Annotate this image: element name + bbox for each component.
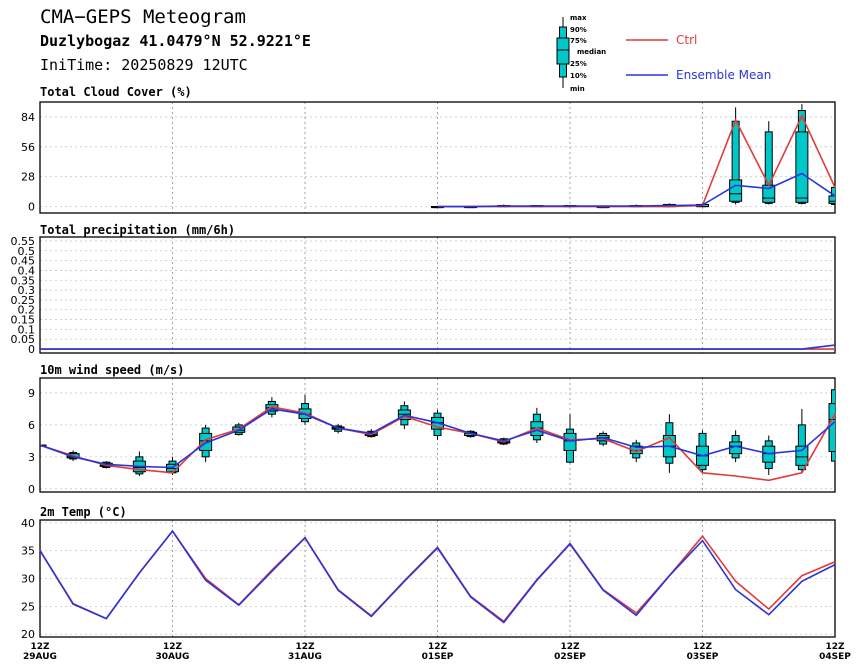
y-tick-label: 0.05 [11, 333, 36, 346]
legend-box-label: min [570, 85, 585, 93]
panel-title: Total Cloud Cover (%) [40, 85, 192, 99]
legend-mean-label: Ensemble Mean [676, 68, 771, 82]
x-tick-label-date: 02SEP [554, 652, 586, 662]
y-tick-label: 56 [21, 141, 35, 154]
legend-ctrl-label: Ctrl [676, 33, 697, 47]
legend-box-label: median [577, 48, 606, 56]
ensemble-mean-series-line [39, 529, 836, 624]
legend-box-label: 10% [570, 72, 587, 80]
y-tick-label: 0.3 [18, 284, 36, 297]
x-tick-label-date: 01SEP [422, 652, 454, 662]
x-tick-label-date: 04SEP [819, 652, 851, 662]
y-tick-label: 0.35 [11, 274, 36, 287]
box-inner [729, 179, 743, 202]
y-tick-label: 28 [21, 171, 35, 184]
box-inner [828, 403, 835, 453]
box-inner [563, 432, 577, 451]
y-tick-label: 40 [21, 517, 35, 530]
x-tick-label-time: 12Z [428, 642, 448, 652]
y-tick-label: 9 [28, 387, 35, 400]
ctrl-series-line [39, 405, 836, 482]
panel-title: 10m wind speed (m/s) [40, 363, 185, 377]
panel-title: Total precipitation (mm/6h) [40, 223, 235, 237]
legend-box-inner [556, 37, 570, 65]
y-tick-label: 0.2 [18, 304, 36, 317]
x-tick-label-date: 31AUG [288, 652, 322, 662]
y-tick-label: 0 [28, 201, 35, 214]
box-inner [795, 131, 809, 203]
y-tick-label: 0.4 [18, 264, 36, 277]
x-tick-label-date: 30AUG [156, 652, 190, 662]
panel-title: 2m Temp (°C) [40, 505, 127, 519]
x-tick-label-time: 12Z [163, 642, 183, 652]
x-tick-label-time: 12Z [295, 642, 315, 652]
ctrl-series-line [437, 114, 836, 208]
chart-title: CMA−GEPS Meteogram [40, 6, 246, 28]
y-tick-label: 30 [21, 573, 35, 586]
y-tick-label: 84 [21, 111, 35, 124]
y-tick-label: 6 [28, 419, 35, 432]
y-tick-label: 0 [28, 483, 35, 496]
legend-box-label: 75% [570, 37, 587, 45]
y-tick-label: 0 [28, 343, 35, 356]
x-tick-label-time: 12Z [693, 642, 713, 652]
panel-frame [39, 519, 836, 638]
x-tick-label-date: 03SEP [687, 652, 719, 662]
x-tick-label-time: 12Z [30, 642, 50, 652]
y-tick-label: 0.55 [11, 235, 36, 248]
ensemble-mean-series-line [40, 344, 836, 350]
panel-frame [39, 236, 836, 354]
panel-frame [39, 101, 836, 214]
x-tick-label-date: 29AUG [23, 652, 57, 662]
panel-3: 20 25 30 35 40 2m Temp (°C) [21, 505, 836, 641]
location-label: Duzlybogaz 41.0479°N 52.9221°E [40, 32, 311, 50]
y-tick-label: 0.5 [18, 245, 36, 258]
y-tick-label: 35 [21, 545, 35, 558]
panel-2: 0 3 6 9 10m wind speed (m/s) [28, 363, 836, 496]
ensemble-mean-series-line [39, 408, 836, 469]
y-tick-label: 0.15 [11, 314, 36, 327]
init-time-label: IniTime: 20250829 12UTC [40, 56, 248, 74]
ensemble-mean-series-line [437, 172, 836, 208]
box-group [431, 104, 835, 209]
panel-1: 00.050.10.150.20.250.30.350.40.450.50.55… [11, 223, 836, 356]
panel-0: 0 28 56 84 Total Cloud Cover (%) [21, 85, 836, 214]
box-inner [795, 445, 809, 466]
y-tick-label: 0.1 [18, 323, 36, 336]
y-tick-label: 25 [21, 600, 35, 613]
x-tick-label-time: 12Z [825, 642, 845, 652]
y-tick-label: 3 [28, 451, 35, 464]
box-inner [828, 195, 835, 204]
legend-box-label: 90% [570, 26, 587, 34]
y-tick-label: 0.25 [11, 294, 36, 307]
legend-box-label: max [570, 14, 587, 22]
legend-box-label: 25% [570, 60, 587, 68]
box-outer [764, 131, 773, 204]
y-tick-label: 0.45 [11, 255, 36, 268]
x-tick-label-time: 12Z [560, 642, 580, 652]
y-tick-label: 20 [21, 628, 35, 641]
